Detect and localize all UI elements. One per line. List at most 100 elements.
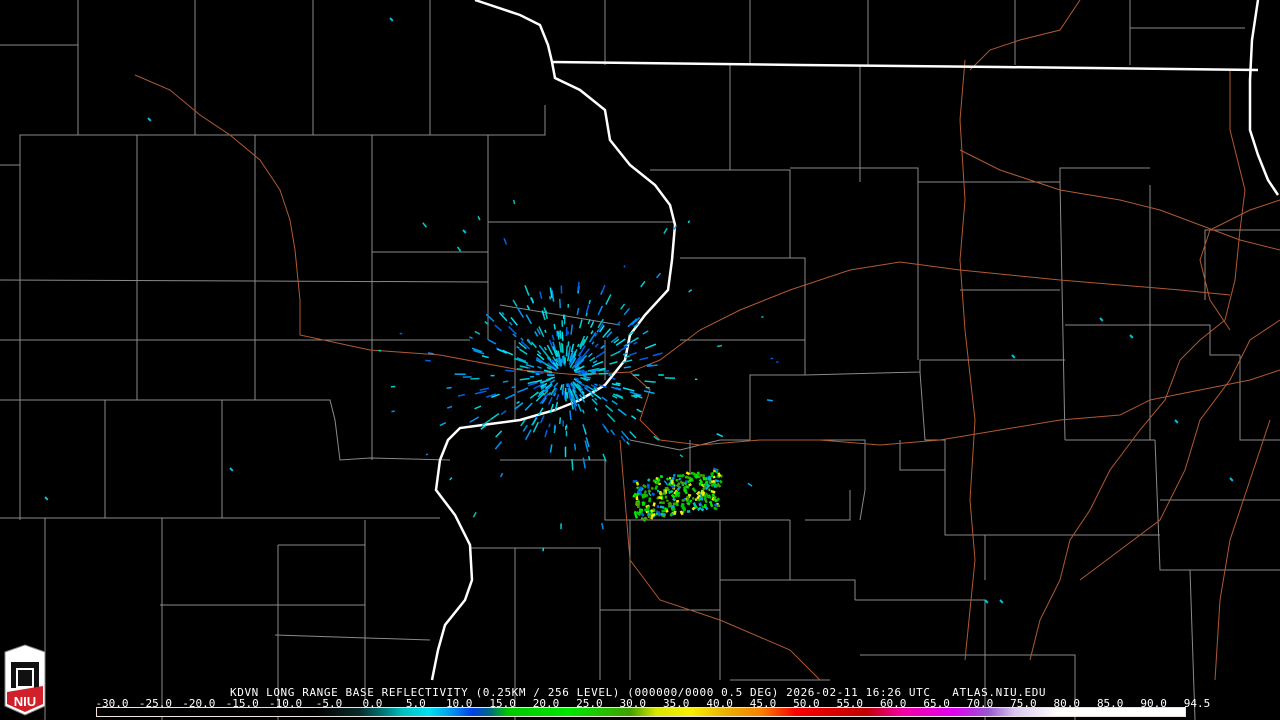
echo — [536, 328, 541, 335]
highway — [1029, 70, 1246, 661]
echo — [680, 502, 685, 507]
echo — [646, 478, 651, 482]
echo — [647, 489, 652, 494]
echo — [555, 349, 559, 357]
echo — [554, 401, 559, 412]
echo — [574, 355, 582, 365]
echo — [578, 345, 586, 357]
county-line — [1189, 569, 1196, 720]
echo — [702, 482, 707, 487]
legend-tick-label: 90.0 — [1140, 697, 1167, 710]
echo — [678, 477, 682, 481]
echo — [650, 486, 654, 491]
echo — [472, 511, 477, 518]
reflectivity-color-bar — [96, 707, 1186, 717]
echo — [457, 393, 466, 397]
echo — [619, 345, 629, 352]
echo — [675, 482, 681, 488]
echo — [636, 489, 642, 494]
echo — [425, 453, 429, 456]
legend-tick-label: -15.0 — [225, 697, 259, 710]
echo — [425, 359, 431, 362]
highway — [134, 74, 1231, 376]
county-line — [1204, 229, 1280, 300]
legend-tick-labels: -30.0 -25.0 -20.0 -15.0 -10.0 -5.0 0.0 5.0 10.0 1… — [92, 697, 1210, 710]
echo — [572, 389, 579, 401]
legend-tick-label: -25.0 — [138, 697, 172, 710]
echo — [544, 329, 547, 333]
echo — [640, 516, 646, 521]
echo — [633, 510, 637, 515]
echo — [514, 402, 524, 410]
echo — [597, 318, 604, 329]
echo — [632, 492, 637, 498]
echo — [602, 328, 612, 339]
echo — [498, 311, 508, 322]
echo — [700, 507, 705, 512]
echo — [488, 339, 497, 345]
echo — [573, 365, 585, 372]
echo — [577, 371, 587, 375]
echo — [559, 330, 562, 339]
echo — [691, 506, 696, 511]
county-line — [500, 459, 790, 521]
echo — [624, 355, 630, 359]
highway — [1079, 319, 1280, 581]
echo — [635, 481, 640, 486]
echo — [654, 485, 659, 491]
echo — [555, 357, 562, 368]
echo — [525, 363, 535, 368]
echo — [705, 483, 711, 488]
echo — [623, 366, 631, 369]
echo — [675, 499, 680, 503]
echo — [585, 304, 590, 314]
echo — [630, 415, 637, 420]
echo — [588, 331, 597, 343]
echo — [639, 512, 645, 517]
county-line — [804, 359, 1065, 376]
echo — [606, 331, 613, 338]
echo — [504, 393, 516, 400]
echo — [698, 478, 704, 484]
echo — [647, 492, 652, 497]
echo — [673, 510, 677, 515]
echo — [717, 472, 722, 477]
echo — [647, 513, 652, 519]
echo — [581, 348, 590, 358]
county-line — [274, 634, 431, 641]
echo — [539, 291, 543, 300]
echo — [643, 493, 649, 499]
echo — [576, 383, 582, 388]
echo — [527, 380, 536, 385]
echo — [704, 478, 708, 481]
echo — [610, 336, 619, 344]
echo — [572, 401, 577, 412]
echo — [526, 339, 533, 346]
echo — [665, 509, 669, 513]
echo — [508, 321, 513, 326]
echo — [578, 342, 583, 348]
echo — [543, 369, 553, 373]
echo — [574, 356, 583, 366]
echo — [612, 393, 624, 400]
echo — [598, 324, 605, 333]
county-line — [860, 654, 1076, 720]
echo — [422, 222, 427, 228]
echo — [675, 491, 679, 496]
echo — [551, 290, 555, 301]
echo — [627, 318, 638, 328]
echo — [676, 494, 681, 498]
echo — [557, 350, 561, 357]
legend-tick-label: 70.0 — [966, 697, 994, 710]
legend-tick-label: 60.0 — [879, 697, 907, 710]
echo — [553, 392, 557, 397]
echo — [689, 499, 693, 503]
echo — [685, 471, 690, 476]
echo — [670, 493, 676, 499]
echo — [535, 392, 545, 402]
echo — [671, 507, 676, 512]
echo — [633, 322, 639, 328]
echo — [680, 473, 685, 478]
echo — [534, 371, 544, 375]
